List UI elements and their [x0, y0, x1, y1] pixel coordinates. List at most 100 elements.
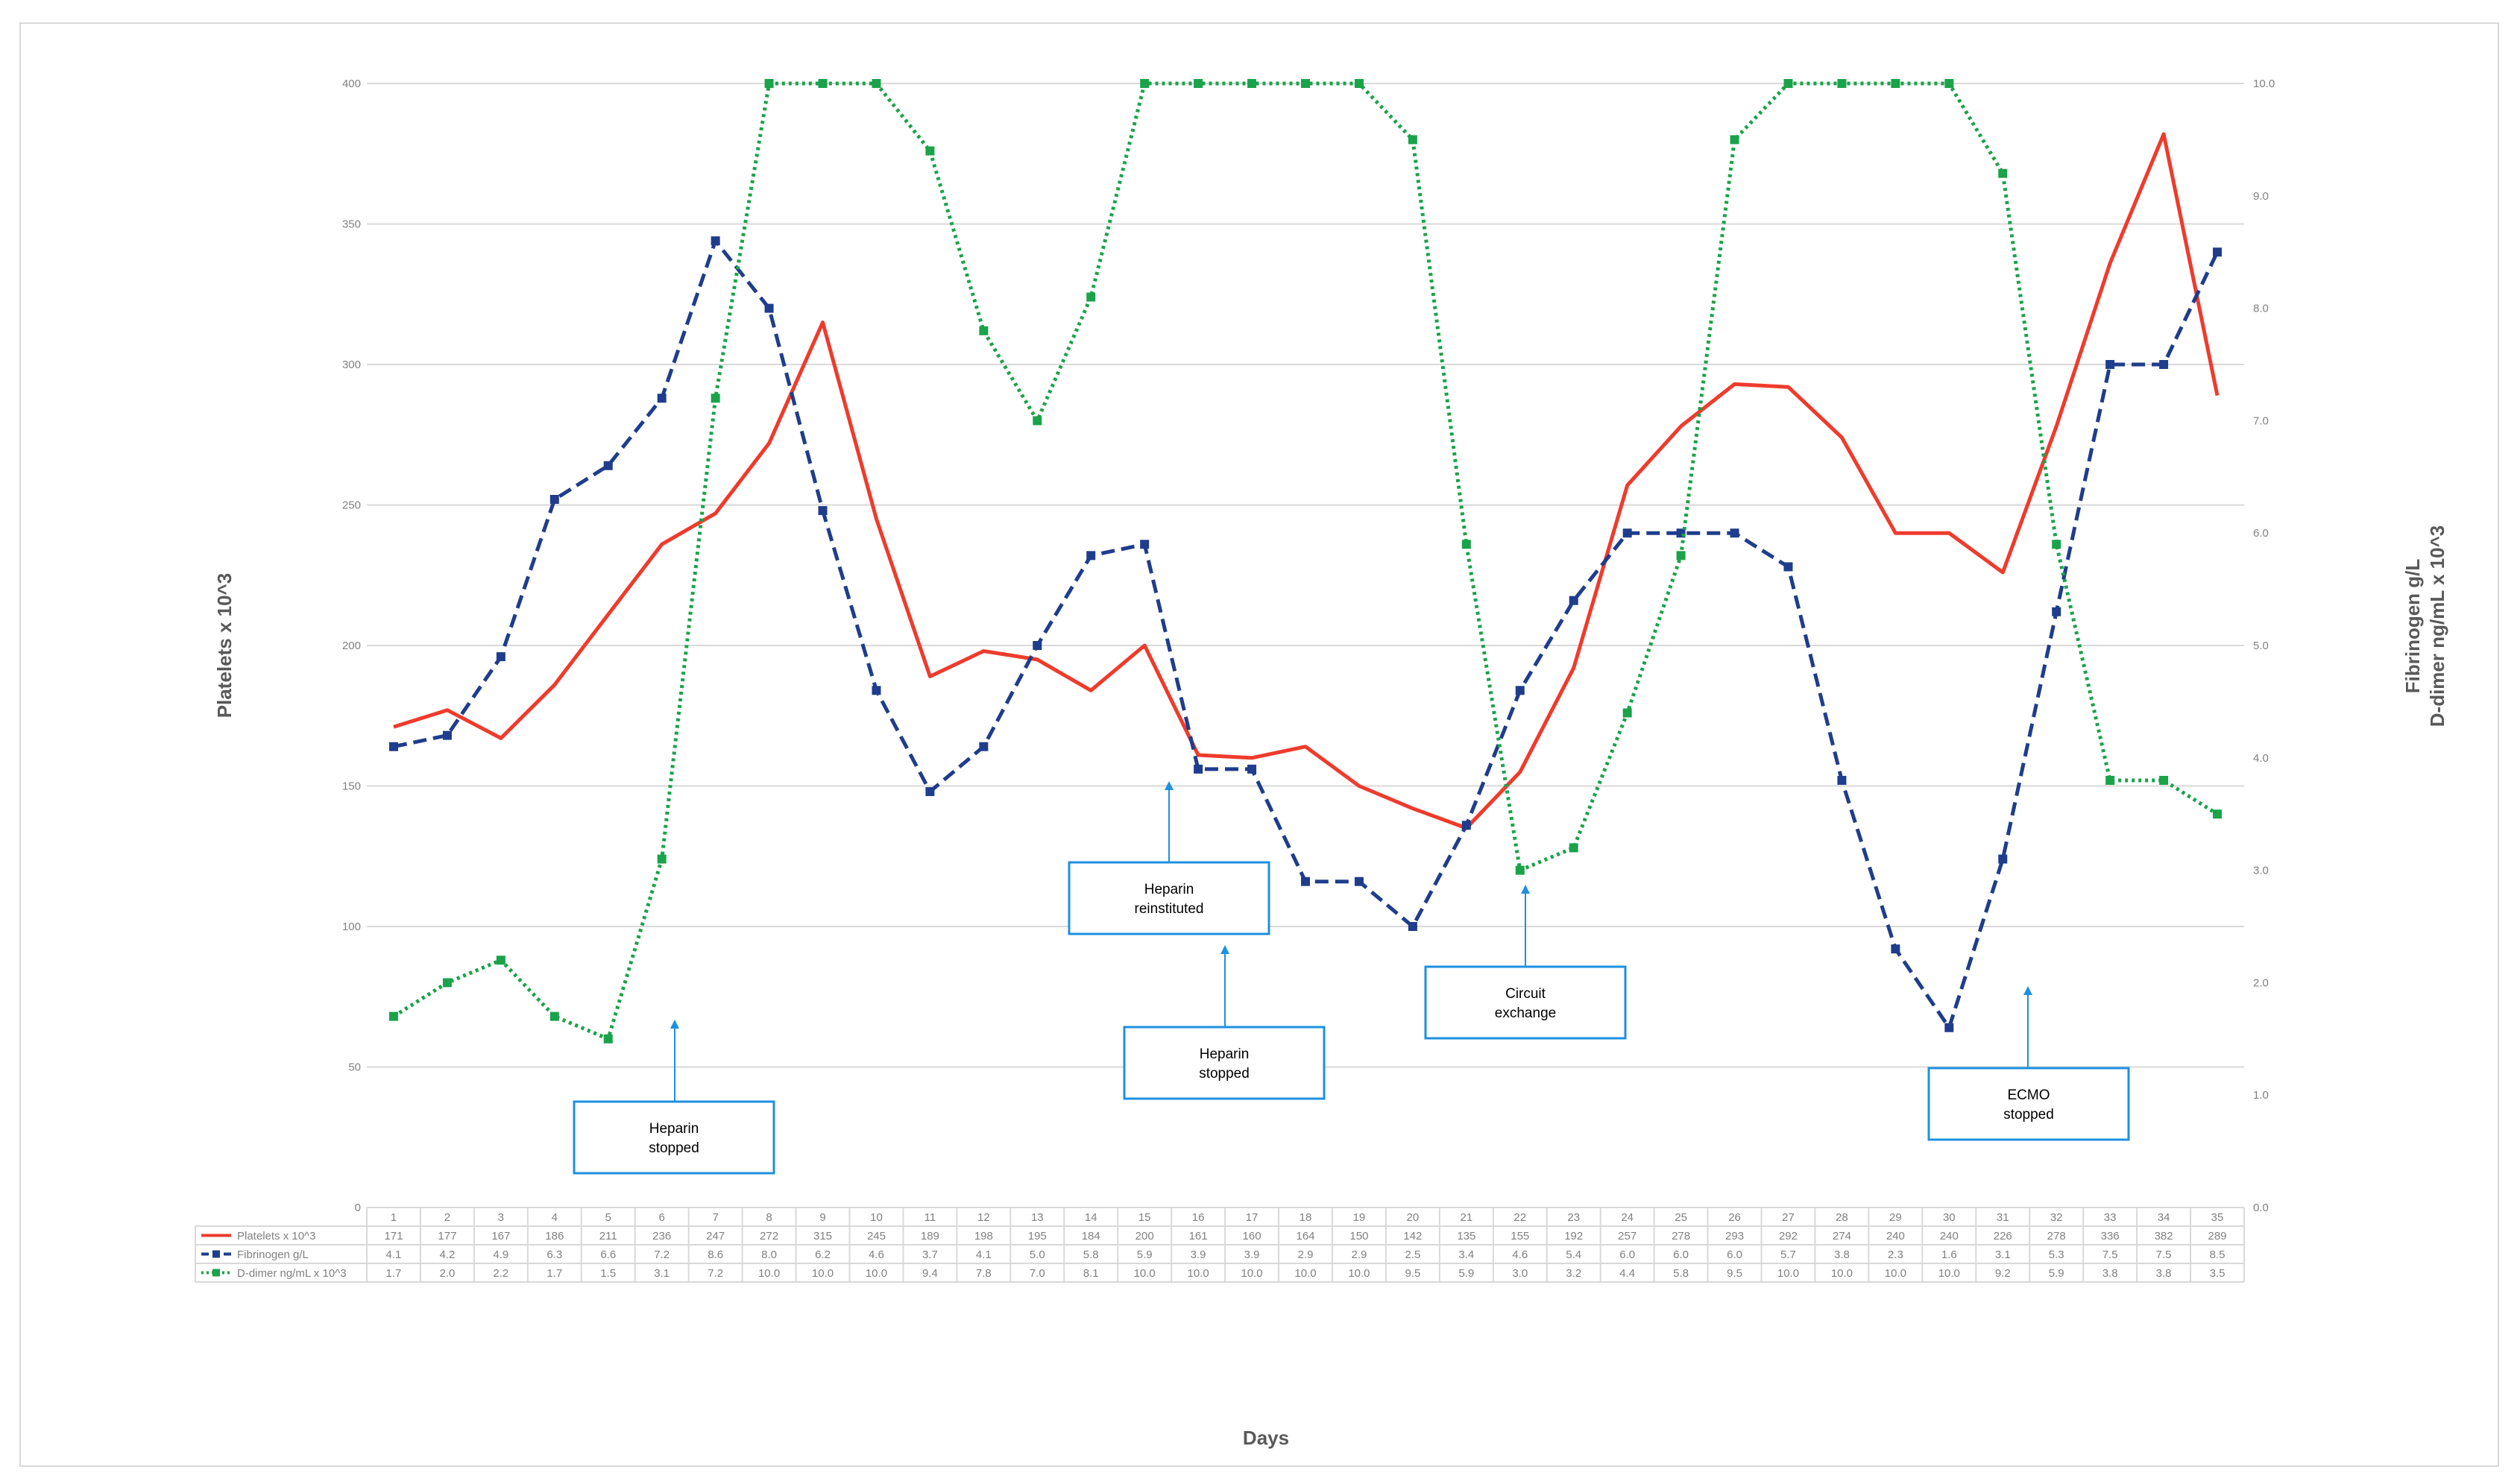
series-2-point	[1408, 135, 1417, 145]
data-label: 4.4	[1619, 1267, 1635, 1280]
data-label: 2.0	[439, 1267, 455, 1280]
data-label: 5.8	[1083, 1248, 1099, 1261]
x-tick-label: 21	[1460, 1211, 1472, 1224]
data-label: 2.3	[1888, 1248, 1903, 1261]
x-tick-label: 2	[444, 1211, 450, 1224]
data-label: 2.9	[1298, 1248, 1314, 1261]
series-1-point	[1247, 764, 1257, 774]
series-2-point	[711, 394, 720, 403]
data-label: 4.6	[1512, 1248, 1528, 1261]
data-label: 3.8	[2156, 1267, 2172, 1280]
data-label: 6.2	[815, 1248, 831, 1261]
data-label: 160	[1243, 1230, 1261, 1243]
x-tick-label: 26	[1728, 1211, 1741, 1224]
annotation-box	[573, 1100, 775, 1175]
data-label: 10.0	[1777, 1267, 1799, 1280]
series-1-point	[1569, 596, 1578, 605]
series-2-point	[764, 79, 774, 88]
series-1-point	[603, 461, 613, 470]
x-tick-label: 17	[1246, 1211, 1259, 1224]
series-1-point	[1194, 764, 1203, 774]
x-tick-label: 28	[1836, 1211, 1848, 1224]
data-label: 10.0	[866, 1267, 887, 1280]
data-label: 4.1	[386, 1248, 402, 1261]
series-2-point	[2052, 540, 2061, 549]
series-1-point	[496, 652, 505, 662]
series-2-point	[1086, 292, 1096, 302]
data-label: 5.9	[1458, 1267, 1474, 1280]
data-label: 6.0	[1619, 1248, 1635, 1261]
series-1-point	[1998, 854, 2008, 864]
data-label: 10.0	[758, 1267, 780, 1280]
data-label: 5.4	[1566, 1248, 1581, 1261]
y-right-tick-label: 7.0	[2253, 414, 2269, 427]
series-2-point	[1569, 843, 1578, 853]
chart-frame	[19, 22, 2499, 1467]
data-label: 4.6	[869, 1248, 884, 1261]
x-tick-label: 22	[1513, 1211, 1526, 1224]
data-label: 240	[1886, 1230, 1905, 1243]
series-2-point	[1891, 79, 1900, 88]
y-right-tick-label: 8.0	[2253, 303, 2269, 315]
data-label: 240	[1940, 1230, 1959, 1243]
data-label: 315	[813, 1230, 832, 1243]
data-label: 6.6	[600, 1248, 616, 1261]
y-right-tick-label: 0.0	[2253, 1202, 2269, 1214]
x-tick-label: 9	[819, 1211, 825, 1224]
data-label: 10.0	[1241, 1267, 1262, 1280]
series-1-point	[1086, 551, 1096, 561]
data-label: 200	[1135, 1230, 1154, 1243]
data-label: 1.5	[600, 1267, 616, 1280]
x-tick-label: 29	[1889, 1211, 1902, 1224]
x-tick-label: 14	[1085, 1211, 1097, 1224]
y-right-tick-label: 1.0	[2253, 1089, 2269, 1102]
y-left-axis-title: Platelets x 10^3	[213, 573, 236, 718]
series-2-point	[925, 146, 935, 156]
data-label: 10.0	[1188, 1267, 1209, 1280]
data-label: 3.8	[2102, 1267, 2118, 1280]
annotation-arrowhead	[1521, 885, 1530, 894]
series-2-point	[1033, 416, 1042, 426]
series-1-point	[925, 787, 935, 797]
data-label: 9.2	[1995, 1267, 2011, 1280]
y-right-tick-label: 9.0	[2253, 190, 2269, 203]
series-line-2	[392, 81, 2219, 1041]
data-label: 5.9	[2049, 1267, 2064, 1280]
data-label: 3.8	[1834, 1248, 1850, 1261]
data-label: 10.0	[1348, 1267, 1370, 1280]
data-label: 155	[1511, 1230, 1529, 1243]
annotation-arrowhead	[1165, 781, 1174, 790]
data-label: 236	[652, 1230, 671, 1243]
y-right-tick-label: 6.0	[2253, 527, 2269, 540]
series-2-point	[1622, 708, 1632, 718]
data-label: 167	[491, 1230, 510, 1243]
series-2-point	[2105, 775, 2115, 785]
x-tick-label: 16	[1192, 1211, 1205, 1224]
y-left-tick-label: 50	[348, 1061, 361, 1074]
y-right-tick-label: 4.0	[2253, 752, 2269, 765]
x-axis-title: Days	[1243, 1427, 1289, 1449]
x-tick-label: 31	[1997, 1211, 2009, 1224]
y-left-tick-label: 250	[342, 499, 361, 512]
x-tick-label: 18	[1300, 1211, 1312, 1224]
x-tick-label: 20	[1407, 1211, 1420, 1224]
data-label: 5.8	[1673, 1267, 1689, 1280]
series-1-point	[872, 686, 881, 695]
y-left-tick-label: 400	[342, 78, 361, 90]
data-label: 5.0	[1030, 1248, 1045, 1261]
annotation-text: reinstituted	[1135, 901, 1204, 917]
series-1-point	[1354, 877, 1364, 886]
x-tick-label: 27	[1782, 1211, 1795, 1224]
data-label: 142	[1403, 1230, 1422, 1243]
data-label: 7.2	[654, 1248, 670, 1261]
data-label: 336	[2101, 1230, 2120, 1243]
data-label: 8.0	[761, 1248, 777, 1261]
data-label: 7.2	[708, 1267, 723, 1280]
data-label: 278	[1672, 1230, 1690, 1243]
series-1-point	[711, 236, 720, 246]
data-label: 3.2	[1566, 1267, 1581, 1280]
y-left-tick-label: 100	[342, 921, 361, 933]
data-label: 245	[867, 1230, 886, 1243]
annotation-text: stopped	[2003, 1107, 2054, 1123]
